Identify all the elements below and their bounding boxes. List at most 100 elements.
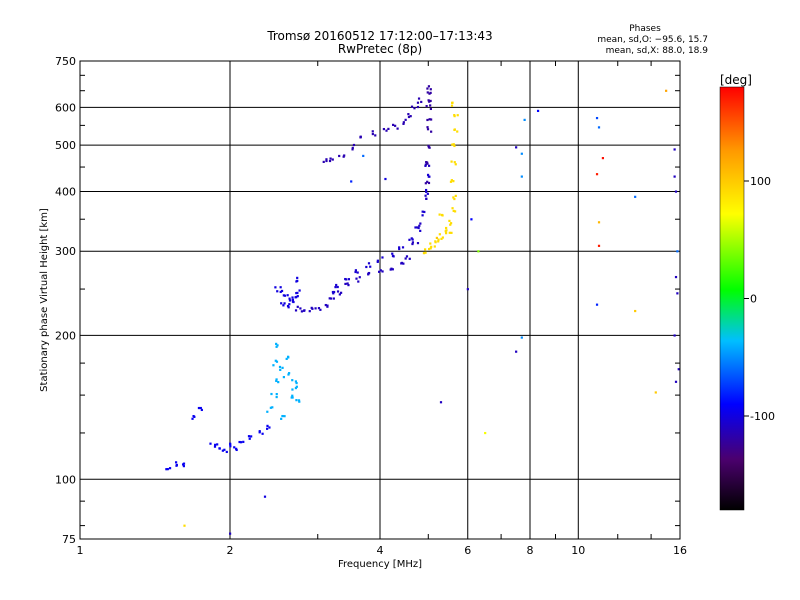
data-point <box>291 388 294 391</box>
data-point <box>354 270 357 274</box>
data-point <box>423 210 426 214</box>
data-point <box>402 121 405 124</box>
data-point <box>287 306 290 309</box>
data-point <box>369 265 372 268</box>
data-point <box>434 240 437 243</box>
data-point <box>452 180 455 183</box>
data-point <box>407 113 410 116</box>
data-point <box>426 180 429 183</box>
data-point <box>291 379 294 382</box>
data-point <box>358 276 361 279</box>
data-point <box>275 379 278 383</box>
data-point <box>326 305 329 308</box>
data-point <box>294 386 298 390</box>
data-point <box>213 445 217 448</box>
data-point <box>191 417 194 420</box>
data-point <box>419 222 422 225</box>
data-point <box>429 91 432 94</box>
data-point <box>258 431 261 434</box>
data-point <box>295 295 298 299</box>
data-point <box>275 345 278 348</box>
data-point <box>520 175 523 178</box>
data-point <box>429 247 432 250</box>
data-point <box>297 399 301 402</box>
data-point <box>453 161 456 164</box>
data-point <box>426 87 429 90</box>
data-point <box>402 262 405 265</box>
data-point <box>286 294 289 297</box>
data-point <box>450 179 453 182</box>
data-point <box>400 262 403 265</box>
data-point <box>421 214 424 217</box>
data-point <box>416 242 420 245</box>
data-point <box>425 105 428 108</box>
data-point <box>410 237 413 240</box>
data-point <box>450 231 453 234</box>
data-point <box>275 392 278 396</box>
data-point <box>331 158 334 161</box>
data-point <box>347 283 350 287</box>
data-point <box>351 146 354 149</box>
data-point <box>411 241 415 244</box>
data-point <box>242 440 245 443</box>
data-point <box>674 275 678 279</box>
data-point <box>298 400 301 403</box>
data-point <box>435 236 438 240</box>
data-point <box>597 221 601 224</box>
data-point <box>424 182 427 185</box>
data-point <box>355 277 358 280</box>
data-point <box>291 394 294 397</box>
data-point <box>377 270 381 273</box>
data-point <box>430 130 433 133</box>
data-point <box>271 406 274 409</box>
data-point <box>350 180 353 183</box>
data-point <box>295 399 298 402</box>
data-point <box>291 300 295 303</box>
data-point <box>595 116 599 120</box>
data-point <box>279 290 282 294</box>
data-point <box>387 127 390 131</box>
data-point <box>277 381 280 384</box>
data-point <box>466 288 469 291</box>
data-point <box>317 307 321 310</box>
data-point <box>291 296 294 299</box>
data-point <box>429 242 432 245</box>
data-point <box>445 232 448 235</box>
data-point <box>452 209 455 213</box>
colorbar-tick-label: 0 <box>750 293 757 306</box>
data-point <box>385 129 388 132</box>
data-point <box>449 180 453 183</box>
data-point <box>456 130 459 133</box>
data-point <box>422 252 426 255</box>
data-point <box>416 105 420 109</box>
data-point <box>351 148 354 151</box>
colorbar-ticks: 100 0 -100 <box>744 175 775 423</box>
data-point <box>425 161 429 164</box>
data-point <box>597 126 601 129</box>
data-point <box>342 155 345 158</box>
data-point <box>439 401 443 404</box>
data-point <box>427 164 431 167</box>
data-point <box>325 158 328 161</box>
y-tick-label: 750 <box>55 55 76 68</box>
x-tick-label: 8 <box>527 544 534 557</box>
data-point <box>347 278 351 281</box>
data-point <box>329 157 332 160</box>
data-point <box>338 293 341 296</box>
data-point <box>450 104 454 107</box>
data-point <box>408 238 411 241</box>
data-point <box>352 143 356 147</box>
data-point <box>409 115 412 118</box>
data-point <box>174 461 178 464</box>
data-point <box>419 229 422 232</box>
data-point <box>248 437 251 440</box>
data-point <box>367 262 371 265</box>
grid-lines <box>80 61 680 539</box>
data-point <box>426 91 429 94</box>
data-point <box>335 283 338 287</box>
data-point <box>427 175 430 178</box>
x-axis-title: Frequency [MHz] <box>338 559 422 570</box>
data-point <box>263 495 267 498</box>
data-point <box>438 233 441 236</box>
data-point <box>281 414 284 418</box>
